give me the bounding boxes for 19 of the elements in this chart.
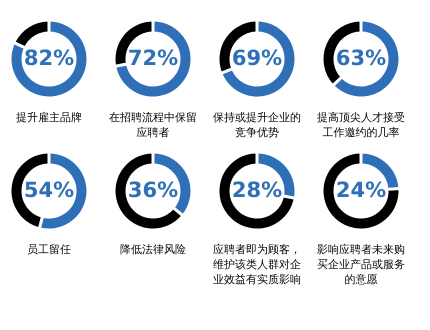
text: 应聘者即为顾客，维护该类人群对企业效益有实质影响 [213, 243, 301, 286]
text: 在招聘流程中保留应聘者 [109, 111, 197, 139]
text: 提高顶尖人才接受工作邀约的几率 [317, 111, 405, 139]
donut-slice [8, 18, 90, 100]
data-label: 28% [232, 178, 282, 202]
data-label: 82% [24, 46, 74, 70]
donut-slice [320, 150, 402, 232]
data-label: 54% [24, 178, 74, 202]
text: 降低法律风险 [120, 243, 186, 256]
text: 提升雇主品牌 [16, 111, 82, 124]
data-label: 63% [336, 46, 386, 70]
text: 保持或提升企业的竞争优势 [213, 111, 301, 139]
data-label: 36% [128, 178, 178, 202]
text: 影响应聘者未来购买企业产品或服务的意愿 [317, 243, 405, 286]
data-label: 24% [336, 178, 386, 202]
text: 员工留任 [27, 243, 71, 256]
data-label: 69% [232, 46, 282, 70]
donut-slice [216, 150, 297, 232]
data-label: 72% [128, 46, 178, 70]
